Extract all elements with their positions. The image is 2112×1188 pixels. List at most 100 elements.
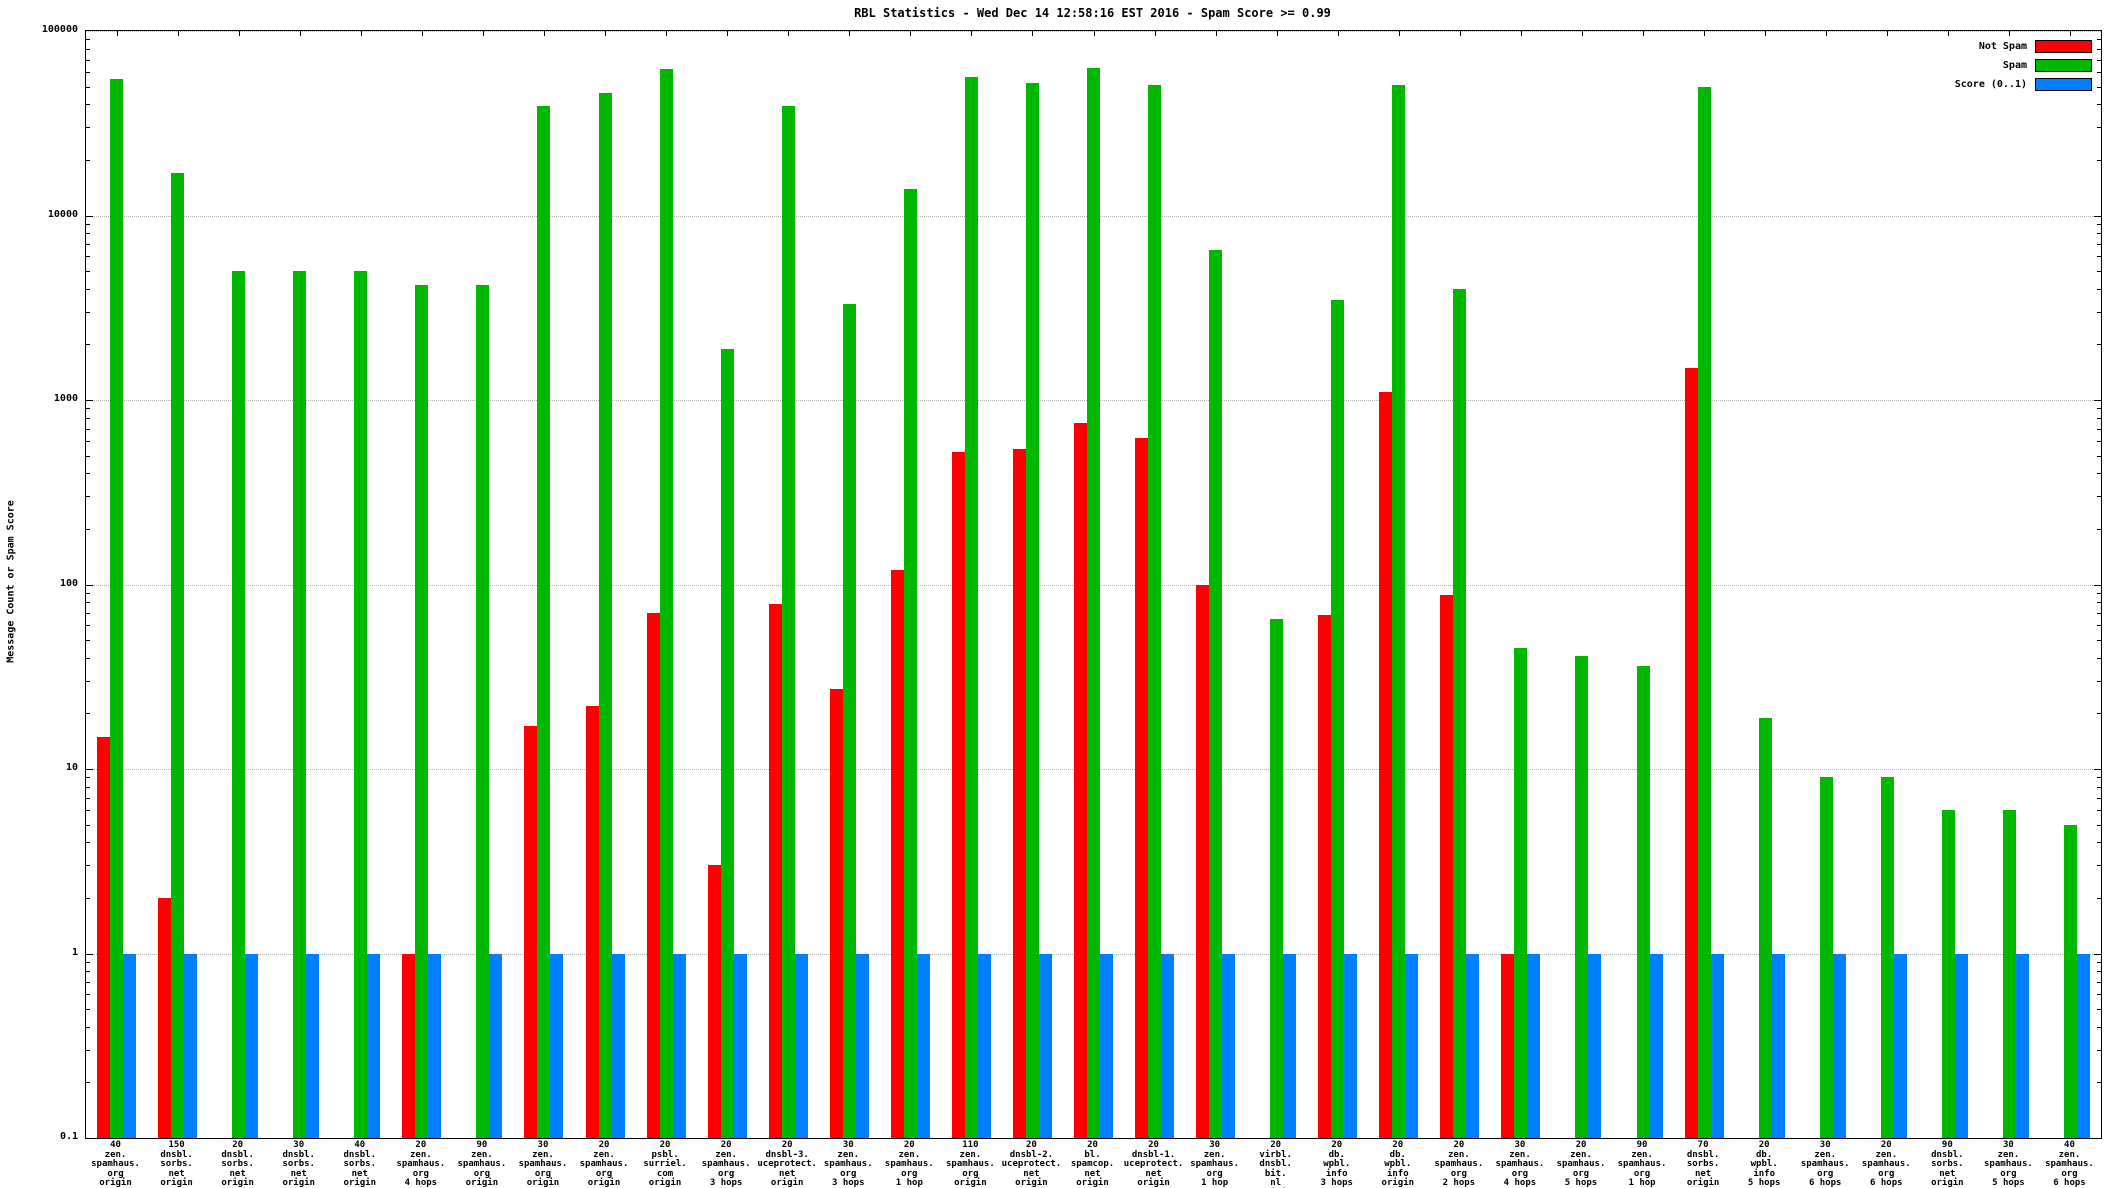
x-label-line: zen. (104, 1149, 127, 1160)
bar-spam (1880, 777, 1894, 1138)
bar-spam (110, 78, 124, 1138)
y-minor-tick (2097, 104, 2101, 106)
x-label-line: 20 (415, 1140, 427, 1150)
y-minor-tick (2097, 786, 2101, 788)
x-label-line: psbl. (651, 1149, 679, 1160)
bar-score-0-1- (916, 953, 930, 1138)
x-tick (1520, 31, 1522, 36)
bar-not-spam (829, 689, 843, 1138)
x-category-label: 30 zen. spamhaus. org 1 hop (1170, 1140, 1260, 1188)
y-minor-tick (86, 455, 90, 457)
bar-score-0-1- (1161, 953, 1175, 1138)
x-label-line: 3 hops (1320, 1178, 1353, 1188)
x-label-line: zen. (959, 1149, 982, 1160)
bar-score-0-1- (1771, 953, 1785, 1138)
y-minor-tick (2097, 256, 2101, 258)
x-category-label: 40 zen. spamhaus. org 6 hops (2024, 1140, 2112, 1188)
x-label-line: net (290, 1168, 307, 1179)
bar-spam (2063, 824, 2077, 1138)
x-label-line: 90 (1941, 1140, 1953, 1150)
bar-spam (1758, 717, 1772, 1138)
y-minor-tick (2097, 48, 2101, 50)
x-label-line: 70 (1697, 1140, 1709, 1150)
legend-row: Score (0..1) (1955, 78, 2092, 91)
y-minor-tick (86, 809, 90, 811)
x-label-line: 1 hop (1201, 1178, 1229, 1188)
y-minor-tick (2097, 602, 2101, 604)
x-label-line: zen. (898, 1149, 921, 1160)
bar-score-0-1- (245, 953, 259, 1138)
x-label-line: 2 hops (1442, 1178, 1476, 1188)
x-category-label: 20 db. wpbl. info 5 hops (1719, 1140, 1809, 1188)
y-minor-tick (86, 496, 90, 498)
x-tick (1643, 31, 1645, 36)
x-tick (1032, 31, 1034, 36)
x-label-line: sorbs. (343, 1159, 377, 1169)
x-tick (1459, 31, 1461, 36)
y-minor-tick (86, 288, 90, 290)
x-label-line: db. (1756, 1149, 1773, 1160)
x-label-line: dnsbl. (282, 1149, 315, 1160)
y-minor-tick (2097, 233, 2101, 235)
x-label-line: 4 hops (404, 1178, 438, 1188)
x-label-line: info (1386, 1168, 1409, 1179)
x-label-line: spamhaus. (1434, 1159, 1484, 1169)
x-label-line: org (2061, 1168, 2078, 1179)
x-label-line: zen. (715, 1149, 737, 1160)
x-label-line: 30 (1819, 1140, 1831, 1150)
x-label-line: spamhaus. (884, 1159, 934, 1169)
y-minor-tick (86, 271, 90, 273)
y-minor-tick (2097, 994, 2101, 996)
y-minor-tick (86, 713, 90, 715)
x-label-line: net (1939, 1168, 1956, 1179)
x-label-line: 6 hops (1808, 1178, 1842, 1188)
bar-score-0-1- (855, 953, 869, 1138)
bar-spam (1270, 619, 1284, 1138)
x-label-line: zen. (1203, 1149, 1226, 1160)
x-label-line: 5 hops (1564, 1178, 1598, 1188)
x-category-label: 150 dnsbl. sorbs. net origin (132, 1140, 222, 1188)
x-label-line: 1 hop (1628, 1178, 1656, 1188)
x-label-line: 20 (1575, 1140, 1587, 1150)
x-category-label: 90 zen. spamhaus. org 1 hop (1597, 1140, 1687, 1188)
x-label-line: nl (1270, 1178, 1282, 1188)
x-label-line: sorbs. (160, 1159, 193, 1169)
bar-spam (781, 106, 795, 1138)
y-minor-tick (86, 777, 90, 779)
bar-not-spam (1684, 367, 1698, 1138)
y-minor-tick (86, 1009, 90, 1011)
x-tick (1276, 31, 1278, 36)
bar-score-0-1- (1344, 953, 1358, 1138)
y-major-tick (86, 953, 93, 955)
x-label-line: zen. (1631, 1149, 1653, 1160)
x-label-line: origin (465, 1178, 499, 1188)
y-minor-tick (2097, 1049, 2101, 1051)
x-label-line: 20 (232, 1140, 244, 1150)
y-minor-tick (86, 865, 90, 867)
x-label-line: 20 (1148, 1140, 1159, 1150)
x-label-line: 5 hops (1747, 1178, 1781, 1188)
bar-spam (1514, 648, 1528, 1138)
bar-spam (232, 271, 246, 1138)
y-minor-tick (2097, 271, 2101, 273)
y-minor-tick (86, 602, 90, 604)
y-minor-tick (86, 613, 90, 615)
x-label-line: org (1878, 1168, 1895, 1179)
bar-spam (2002, 809, 2016, 1138)
y-minor-tick (86, 625, 90, 627)
x-label-line: spamcop. (1070, 1159, 1115, 1169)
y-minor-tick (86, 127, 90, 129)
x-label-line: 20 (1392, 1140, 1404, 1150)
x-label-line: dnsbl-1. (1131, 1149, 1176, 1160)
bar-spam (659, 69, 673, 1138)
y-minor-tick (2097, 223, 2101, 225)
y-minor-tick (86, 440, 90, 442)
legend-swatch (2035, 40, 2092, 53)
x-label-line: dnsbl. (1686, 1149, 1720, 1160)
y-major-tick (2094, 1138, 2101, 1139)
x-category-label: 40 dnsbl. sorbs. net origin (315, 1140, 405, 1188)
x-label-line: zen. (1509, 1149, 1531, 1160)
x-label-line: 1 hop (895, 1178, 923, 1188)
x-label-line: net (168, 1168, 185, 1179)
x-label-line: spamhaus. (1190, 1159, 1239, 1169)
